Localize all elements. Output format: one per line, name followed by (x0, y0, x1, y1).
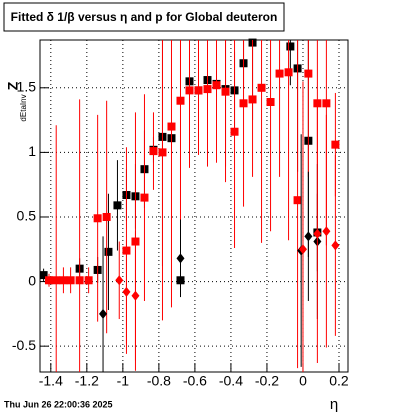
data-point (212, 81, 221, 90)
data-point (286, 42, 295, 51)
data-point (293, 196, 302, 205)
data-point (99, 308, 108, 319)
data-point (313, 228, 322, 239)
y-tick-label: 0 (28, 272, 36, 288)
x-tick-label: -0.4 (219, 373, 243, 389)
data-point (322, 99, 331, 108)
data-point (257, 83, 266, 92)
data-point (298, 244, 307, 255)
x-tick-label: 0.2 (329, 373, 349, 389)
y-tick-label: 0.5 (17, 208, 37, 224)
data-point (104, 247, 113, 256)
title-box (3, 2, 285, 32)
y-tick-label: 1.5 (17, 79, 37, 95)
data-point (221, 87, 230, 96)
y-axis-label: Z (5, 81, 21, 90)
data-point (149, 147, 158, 156)
data-point (39, 271, 48, 280)
data-point (248, 95, 257, 104)
data-point (284, 68, 293, 77)
data-point (93, 214, 102, 223)
x-tick-label: -0.8 (147, 373, 171, 389)
y-tick-label: 1 (28, 143, 36, 159)
data-point (194, 86, 203, 95)
data-point (313, 99, 322, 108)
data-point (122, 286, 131, 297)
data-point (176, 96, 185, 105)
data-point (158, 148, 167, 157)
data-point (66, 276, 75, 285)
data-point (304, 231, 313, 242)
data-point (75, 276, 84, 285)
data-point (304, 69, 313, 78)
data-point (266, 98, 275, 107)
data-point (322, 226, 331, 237)
x-tick-label: -1.2 (75, 373, 99, 389)
data-point (45, 276, 54, 285)
data-point (113, 201, 122, 210)
data-point (331, 240, 340, 251)
y-axis-label-sub: dEtaInv (19, 94, 28, 121)
x-tick-label: -1.4 (39, 373, 63, 389)
x-axis-label: η (330, 396, 338, 413)
data-point (203, 85, 212, 94)
data-point (140, 193, 149, 202)
data-point (176, 253, 185, 264)
data-point (185, 86, 194, 95)
data-point (52, 276, 61, 285)
data-point (167, 122, 176, 131)
footer: Thu Jun 26 22:00:36 2025 (4, 399, 113, 409)
data-point (275, 69, 284, 78)
data-point (331, 140, 340, 149)
chart-title: Fitted δ 1/β versus η and p for Global d… (11, 10, 278, 24)
x-tick-label: -1 (117, 373, 130, 389)
data-point (230, 127, 239, 136)
data-point (115, 275, 124, 286)
data-point (131, 290, 140, 301)
x-tick-label: 0 (299, 373, 307, 389)
x-tick-label: -0.2 (255, 373, 279, 389)
data-point (239, 99, 248, 108)
x-tick-label: -0.6 (183, 373, 207, 389)
data-point (84, 276, 93, 285)
data-point (102, 212, 111, 221)
data-point (59, 276, 68, 285)
y-axis-label-group: Z dEtaInv (5, 81, 28, 121)
y-tick-label: -0.5 (12, 337, 36, 353)
plot-frame (39, 39, 349, 373)
